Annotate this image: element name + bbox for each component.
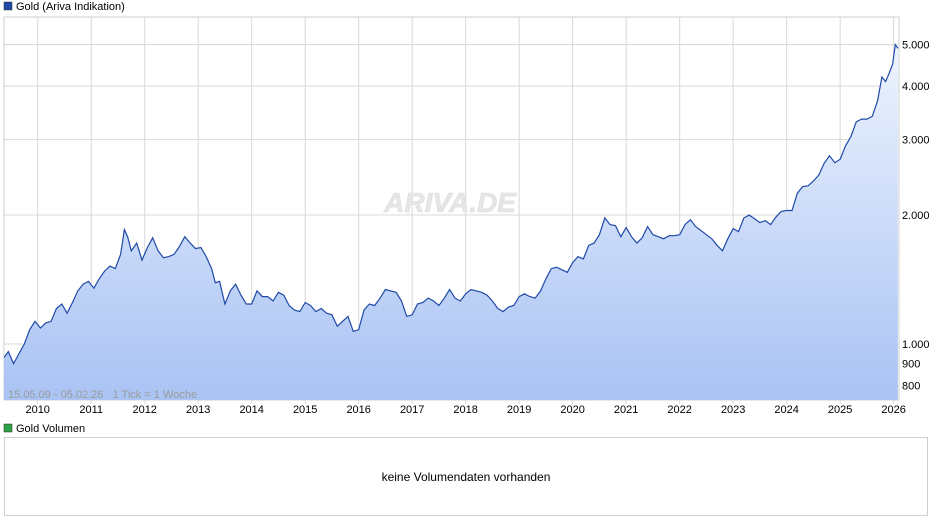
y-tick-label: 800 [902,380,920,392]
y-tick-label: 2.000 [902,210,930,222]
x-tick-label: 2013 [186,404,210,416]
x-axis: 2010 2011 2012 2013 2014 2015 2016 2017 2018 2019… [25,404,905,416]
price-line [4,42,899,365]
x-tick-label: 2011 [79,404,103,416]
x-tick-label: 2015 [293,404,317,416]
x-tick-label: 2017 [400,404,424,416]
y-tick-label: 900 [902,359,920,371]
price-area [4,44,898,400]
x-tick-label: 2020 [560,404,584,416]
x-tick-label: 2012 [132,404,156,416]
x-tick-label: 2024 [774,404,798,416]
volume-panel: keine Volumendaten vorhanden [4,437,928,516]
legend-swatch-volume [3,423,13,433]
x-tick-label: 2010 [25,404,49,416]
x-tick-label: 2022 [667,404,691,416]
watermark: ARIVA.DE [383,187,517,218]
legend-swatch-gold [3,1,13,11]
y-tick-label: 4.000 [902,81,930,93]
x-tick-label: 2023 [721,404,745,416]
y-tick-label: 5.000 [902,40,930,52]
volume-empty-message: keine Volumendaten vorhanden [381,470,551,484]
x-tick-label: 2016 [346,404,370,416]
y-axis: 800 900 1.000 2.000 3.000 4.000 5.000 [902,40,930,393]
legend-label-volume: Gold Volumen [16,423,85,435]
x-tick-label: 2021 [614,404,638,416]
x-tick-label: 2014 [239,404,263,416]
x-tick-label: 2026 [881,404,905,416]
range-info: 15.05.09 - 05.02.26 1 Tick = 1 Woche [8,389,197,401]
x-tick-label: 2018 [453,404,477,416]
legend-label-gold: Gold (Ariva Indikation) [16,1,125,13]
x-tick-label: 2025 [828,404,852,416]
x-tick-label: 2019 [507,404,531,416]
y-tick-label: 1.000 [902,339,930,351]
y-tick-label: 3.000 [902,135,930,147]
